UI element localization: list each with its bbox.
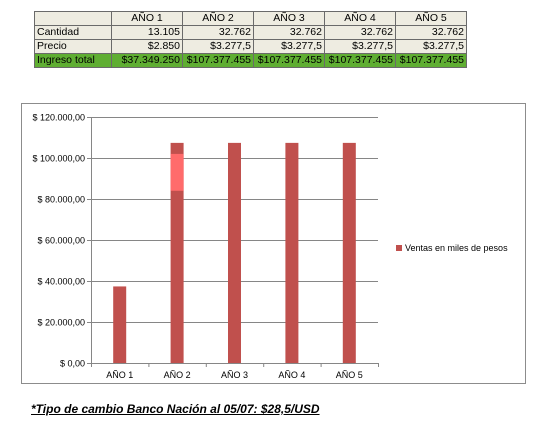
table-row: Precio $2.850 $3.277,5 $3.277,5 $3.277,5… <box>34 39 467 54</box>
legend-swatch <box>396 245 402 251</box>
table-header: AÑO 4 <box>324 11 396 26</box>
bar-año-1 <box>113 286 127 363</box>
y-tick-label: $ 120.000,00 <box>32 113 85 123</box>
table-cell: $107.377.455 <box>395 53 467 68</box>
legend-label: Ventas en miles de pesos <box>405 243 508 253</box>
table-cell: $107.377.455 <box>182 53 254 68</box>
table-cell: 32.762 <box>182 25 254 40</box>
summary-table: AÑO 1 AÑO 2 AÑO 3 AÑO 4 AÑO 5 Cantidad 1… <box>34 11 467 68</box>
table-cell: $3.277,5 <box>253 39 325 54</box>
table-row: Cantidad 13.105 32.762 32.762 32.762 32.… <box>34 25 467 40</box>
table-header: AÑO 3 <box>253 11 325 26</box>
table-cell: 32.762 <box>395 25 467 40</box>
row-label-precio: Precio <box>34 39 112 54</box>
table-cell: $37.349.250 <box>111 53 183 68</box>
table-cell: $3.277,5 <box>182 39 254 54</box>
table-cell: $107.377.455 <box>324 53 396 68</box>
y-tick-label: $ 80.000,00 <box>37 195 85 205</box>
x-tick-label: AÑO 1 <box>106 370 133 380</box>
sales-chart: $ 0,00 $ 20.000,00 $ 40.000,00 $ 60.000,00 $… <box>21 103 526 384</box>
y-tick-label: $ 60.000,00 <box>37 236 85 246</box>
table-cell: $3.277,5 <box>395 39 467 54</box>
row-label-ingreso-total: Ingreso total <box>34 53 112 68</box>
bar-año-3 <box>228 142 241 363</box>
table-corner-cell <box>34 11 112 26</box>
y-tick-label: $ 0,00 <box>60 359 85 369</box>
table-cell: 32.762 <box>253 25 325 40</box>
bar-año-4 <box>285 142 299 363</box>
y-tick-label: $ 40.000,00 <box>37 277 85 287</box>
table-cell: 13.105 <box>111 25 183 40</box>
table-cell: $107.377.455 <box>253 53 325 68</box>
bar-highlight-segment <box>170 153 184 191</box>
x-tick-label: AÑO 5 <box>336 370 363 380</box>
x-tick-label: AÑO 3 <box>221 370 248 380</box>
table-header: AÑO 5 <box>395 11 467 26</box>
chart-svg: $ 0,00 $ 20.000,00 $ 40.000,00 $ 60.000,00 $… <box>32 113 508 381</box>
x-tick-label: AÑO 2 <box>164 370 191 380</box>
bar-año-5 <box>342 142 356 363</box>
table-header: AÑO 2 <box>182 11 254 26</box>
table-cell: $2.850 <box>111 39 183 54</box>
exchange-rate-footnote: *Tipo de cambio Banco Nación al 05/07: $… <box>31 402 320 416</box>
bar-año-2 <box>170 142 184 363</box>
y-tick-label: $ 20.000,00 <box>37 318 85 328</box>
table-cell: 32.762 <box>324 25 396 40</box>
row-label-cantidad: Cantidad <box>34 25 112 40</box>
y-tick-label: $ 100.000,00 <box>32 154 85 164</box>
table-header: AÑO 1 <box>111 11 183 26</box>
table-row-total: Ingreso total $37.349.250 $107.377.455 $… <box>34 53 467 68</box>
table-header-row: AÑO 1 AÑO 2 AÑO 3 AÑO 4 AÑO 5 <box>34 11 467 26</box>
table-cell: $3.277,5 <box>324 39 396 54</box>
x-tick-label: AÑO 4 <box>278 370 305 380</box>
